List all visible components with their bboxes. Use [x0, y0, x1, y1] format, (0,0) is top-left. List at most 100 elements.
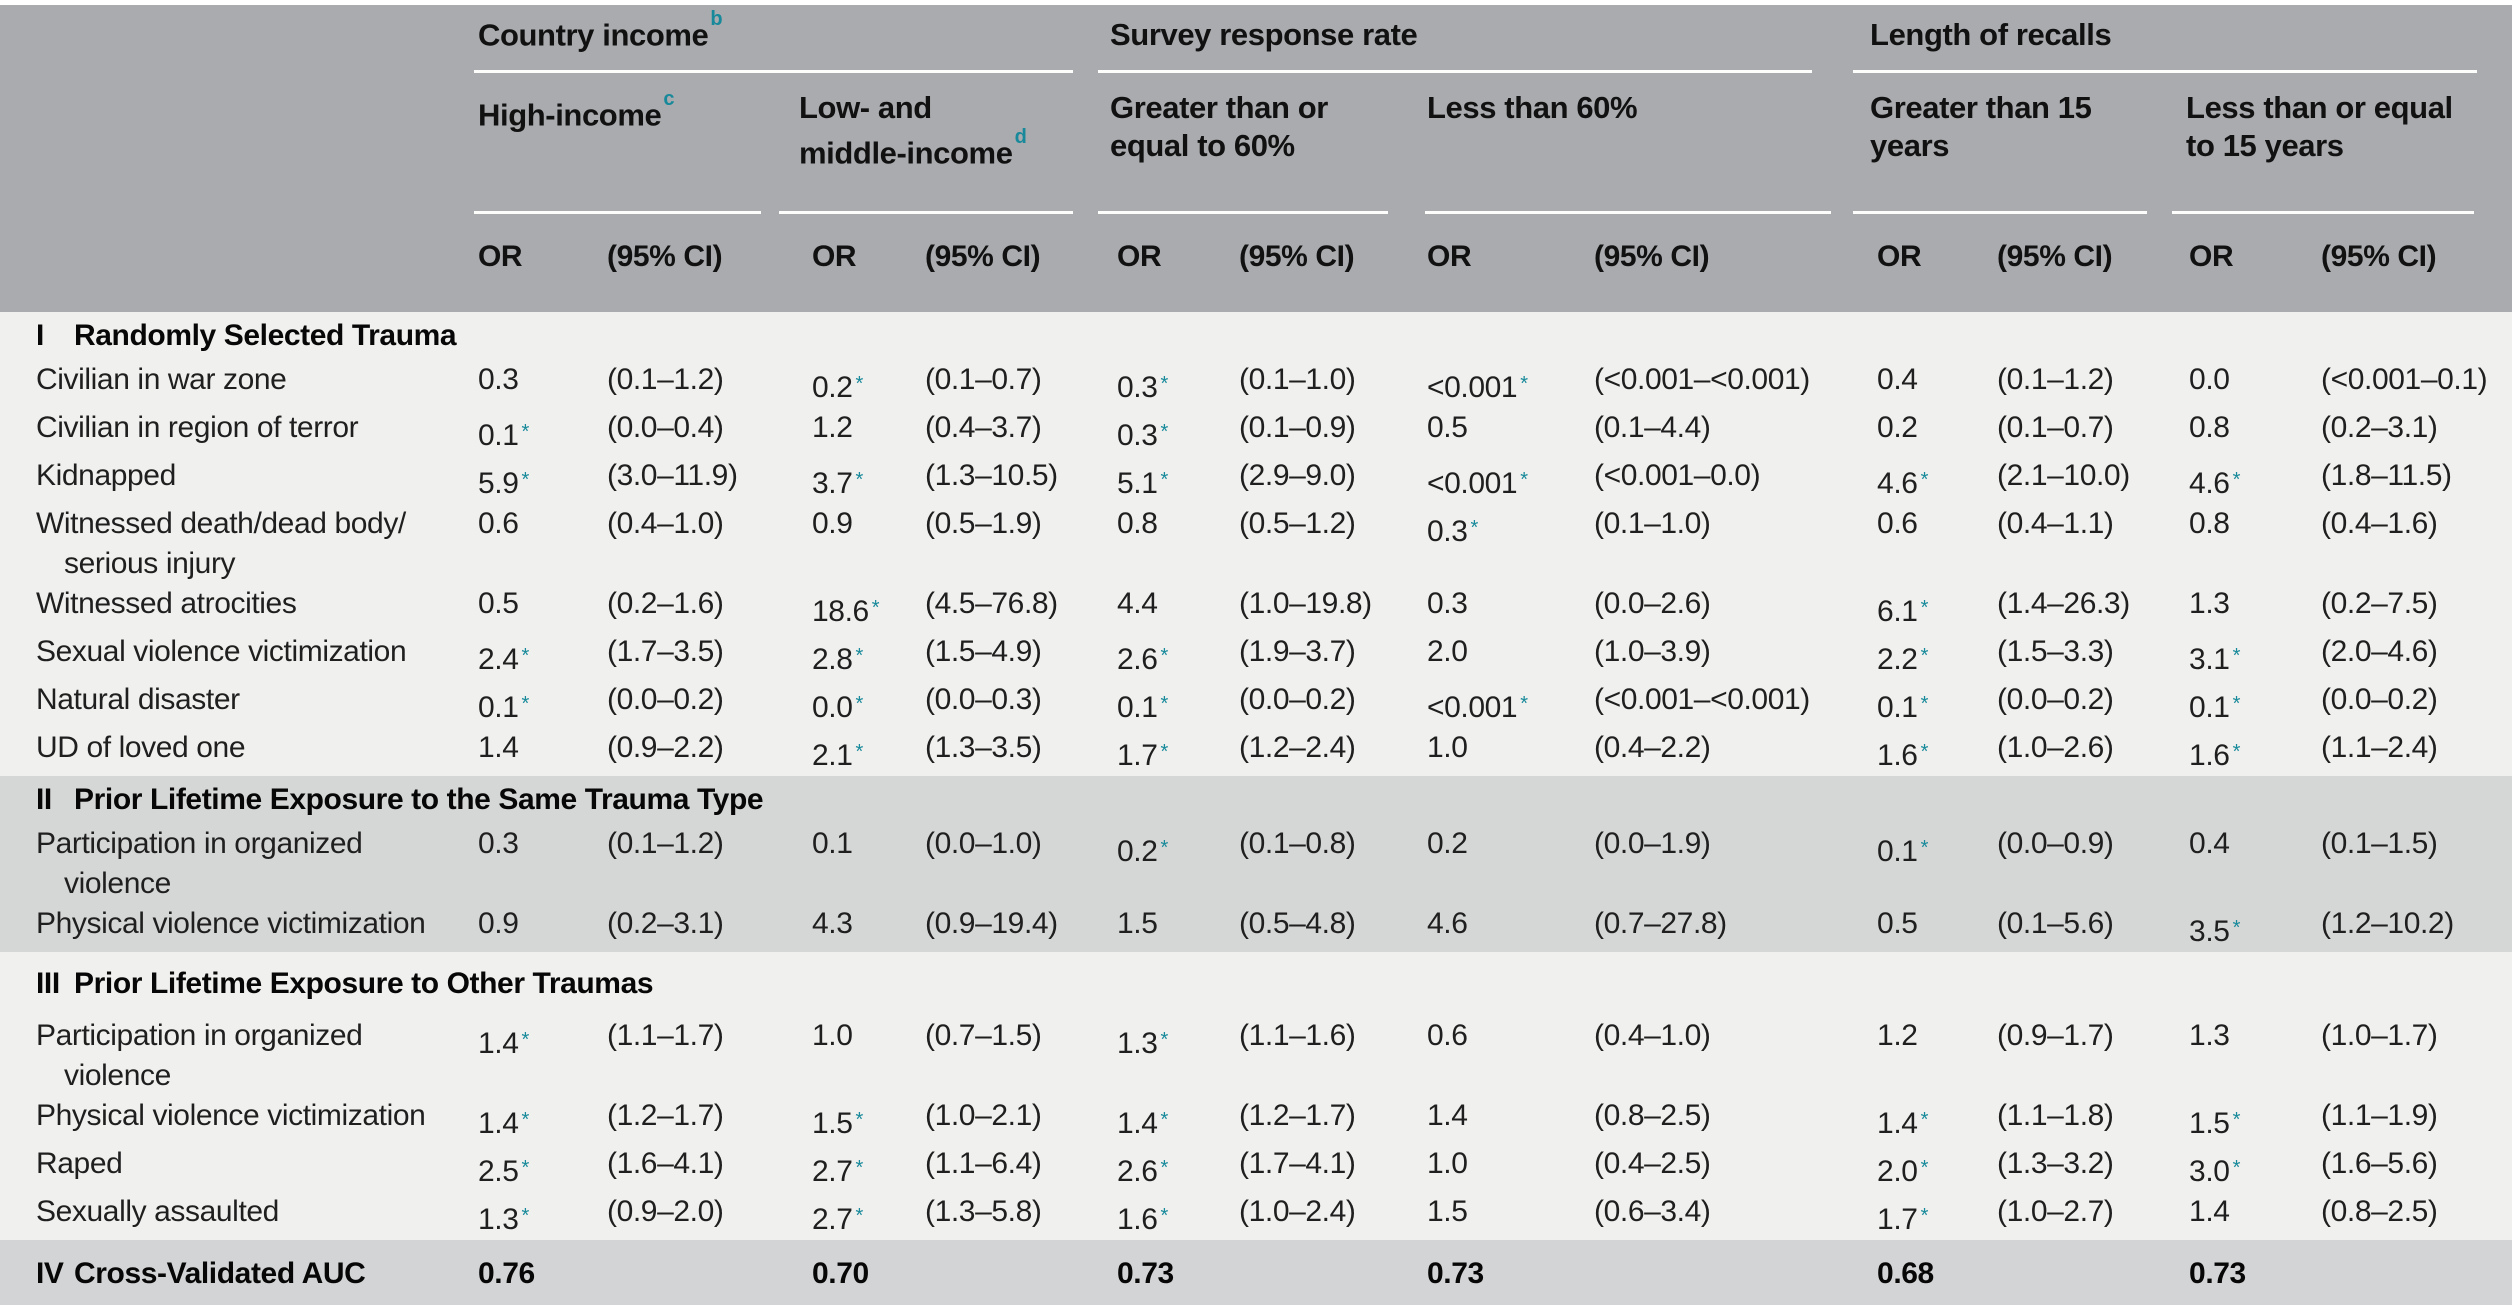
- section-numeral: III: [36, 967, 60, 1000]
- ci-value: (0.8–2.5): [1594, 1096, 1854, 1144]
- or-value: 2.0 *: [1853, 1144, 1998, 1192]
- or-value: 1.6 *: [1853, 728, 1998, 776]
- row-label-line: Raped: [36, 1147, 123, 1180]
- or-value: 4.6 *: [2172, 456, 2322, 504]
- significance-asterisk: *: [855, 373, 864, 395]
- subgroup-label: Less than or equal: [2186, 90, 2453, 125]
- or-value: 1.7 *: [1853, 1192, 1998, 1240]
- row-label-line: Participation in organized: [36, 827, 363, 860]
- ci-value: (0.1–1.2): [1997, 360, 2173, 408]
- row-label: Witnessed atrocities: [0, 584, 474, 632]
- ci-value: (<0.001–0.1): [2321, 360, 2512, 408]
- ci-value: (2.0–4.6): [2321, 632, 2512, 680]
- significance-asterisk: *: [1520, 373, 1529, 395]
- ci-value: (2.9–9.0): [1239, 456, 1426, 504]
- or-value: 5.1 *: [1098, 456, 1240, 504]
- or-value: 0.0 *: [779, 680, 925, 728]
- or-value: 5.9 *: [474, 456, 607, 504]
- ci-header: (95% CI): [607, 214, 779, 312]
- header-corner: [0, 214, 474, 312]
- significance-asterisk: *: [1160, 469, 1169, 491]
- ci-value: (1.3–5.8): [925, 1192, 1099, 1240]
- odds-ratio-results-table: Country income b Survey response rate Len…: [0, 5, 2512, 1305]
- row-label-line: Civilian in war zone: [36, 363, 287, 396]
- ci-value: (0.1–1.2): [607, 360, 779, 408]
- auc-empty-cell: [607, 1240, 779, 1305]
- subgroup-label: Greater than 15: [1870, 90, 2092, 125]
- or-value: 0.1 *: [1098, 680, 1240, 728]
- subgroup-label: middle-income: [799, 135, 1013, 171]
- row-label: Witnessed death/dead body/serious injury: [0, 504, 474, 584]
- ci-value: (1.0–2.7): [1997, 1192, 2173, 1240]
- ci-value: (1.6–5.6): [2321, 1144, 2512, 1192]
- ci-value: (0.6–3.4): [1594, 1192, 1854, 1240]
- or-value: 4.4: [1098, 584, 1240, 632]
- significance-asterisk: *: [521, 1157, 530, 1179]
- auc-value: 0.73: [1098, 1240, 1240, 1305]
- or-value: <0.001 *: [1425, 456, 1595, 504]
- ci-value: (0.1–0.7): [925, 360, 1099, 408]
- significance-asterisk: *: [1920, 693, 1929, 715]
- ci-value: (0.0–0.3): [925, 680, 1099, 728]
- or-value: 1.4: [474, 728, 607, 776]
- ci-value: (1.1–1.8): [1997, 1096, 2173, 1144]
- ci-value: (1.2–1.7): [607, 1096, 779, 1144]
- or-value: 0.4: [2172, 824, 2322, 904]
- significance-asterisk: *: [521, 469, 530, 491]
- header-corner: [0, 73, 474, 214]
- ci-value: (0.1–1.0): [1594, 504, 1854, 584]
- section-header-row: II Prior Lifetime Exposure to the Same Tr…: [0, 776, 2512, 824]
- ci-value: (1.0–2.6): [1997, 728, 2173, 776]
- ci-value: (0.1–4.4): [1594, 408, 1854, 456]
- column-subgroup-high-income: High-income c: [474, 73, 779, 214]
- significance-asterisk: *: [521, 421, 530, 443]
- column-subgroup-response-ge-60: Greater than or equal to 60%: [1098, 73, 1426, 214]
- data-row: Sexual violence victimization 2.4 * (1.7–3.…: [0, 632, 2512, 680]
- ci-value: (1.3–3.5): [925, 728, 1099, 776]
- column-subgroup-recall-le-15: Less than or equal to 15 years: [2172, 73, 2512, 214]
- or-value: 1.3 *: [474, 1192, 607, 1240]
- data-row: Witnessed death/dead body/serious injury…: [0, 504, 2512, 584]
- ci-value: (1.1–2.4): [2321, 728, 2512, 776]
- or-header: OR: [2172, 214, 2322, 312]
- or-value: 3.0 *: [2172, 1144, 2322, 1192]
- section-header-row: IV Cross-Validated AUC 0.76 0.70 0.73 0.73 0.6…: [0, 1240, 2512, 1305]
- row-label: Civilian in war zone: [0, 360, 474, 408]
- ci-value: (0.1–0.9): [1239, 408, 1426, 456]
- or-value: 3.5 *: [2172, 904, 2322, 952]
- significance-asterisk: *: [1920, 469, 1929, 491]
- ci-value: (1.7–4.1): [1239, 1144, 1426, 1192]
- or-value: 0.0: [2172, 360, 2322, 408]
- significance-asterisk: *: [1920, 837, 1929, 859]
- row-label: Participation in organized violence: [0, 824, 474, 904]
- or-value: 2.4 *: [474, 632, 607, 680]
- ci-value: (0.4–1.6): [2321, 504, 2512, 584]
- significance-asterisk: *: [1160, 837, 1169, 859]
- significance-asterisk: *: [1160, 693, 1169, 715]
- ci-value: (0.4–2.5): [1594, 1144, 1854, 1192]
- ci-value: (0.1–1.0): [1239, 360, 1426, 408]
- or-value: 1.7 *: [1098, 728, 1240, 776]
- or-value: 18.6 *: [779, 584, 925, 632]
- data-row: Raped 2.5 * (1.6–4.1) 2.7 * (1.1–6.4) 2.6 * (1.7–…: [0, 1144, 2512, 1192]
- section-header-row: III Prior Lifetime Exposure to Other Trau…: [0, 952, 2512, 1016]
- ci-value: (0.2–1.6): [607, 584, 779, 632]
- ci-header: (95% CI): [2321, 214, 2512, 312]
- subgroup-label: to 15 years: [2186, 128, 2344, 163]
- or-value: 0.2 *: [779, 360, 925, 408]
- or-header: OR: [1425, 214, 1595, 312]
- significance-asterisk: *: [1160, 645, 1169, 667]
- significance-asterisk: *: [1920, 645, 1929, 667]
- or-value: 3.1 *: [2172, 632, 2322, 680]
- ci-value: (0.4–1.0): [607, 504, 779, 584]
- column-group-row: Country income b Survey response rate Len…: [0, 5, 2512, 73]
- column-subgroup-row: High-income c Low- and middle-income d Gre…: [0, 73, 2512, 214]
- significance-asterisk: *: [855, 1157, 864, 1179]
- ci-value: (0.4–3.7): [925, 408, 1099, 456]
- significance-asterisk: *: [1160, 1029, 1169, 1051]
- or-value: 0.5: [1425, 408, 1595, 456]
- column-subgroup-recall-gt-15: Greater than 15 years: [1853, 73, 2173, 214]
- ci-value: (1.3–3.2): [1997, 1144, 2173, 1192]
- significance-asterisk: *: [1920, 1109, 1929, 1131]
- or-value: 1.3 *: [1098, 1016, 1240, 1096]
